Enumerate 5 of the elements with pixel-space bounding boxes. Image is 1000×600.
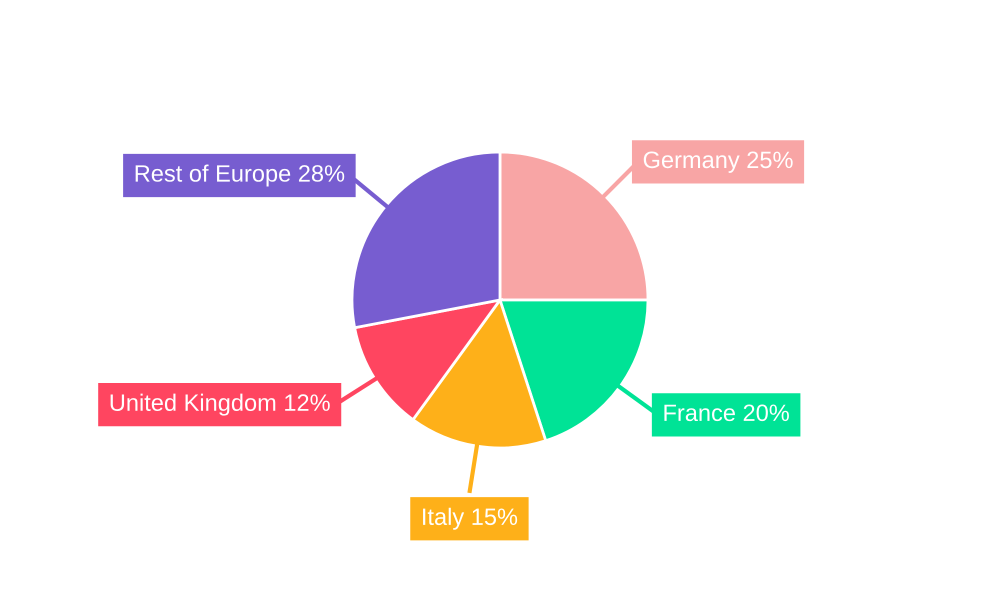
slice-label: United Kingdom 12% bbox=[110, 394, 330, 416]
slice-label: France 20% bbox=[664, 404, 789, 422]
slice-label: Italy 15% bbox=[423, 508, 518, 530]
slice-label: Rest of Europe 28% bbox=[136, 164, 344, 186]
slice-label: Germany 25% bbox=[644, 151, 793, 173]
